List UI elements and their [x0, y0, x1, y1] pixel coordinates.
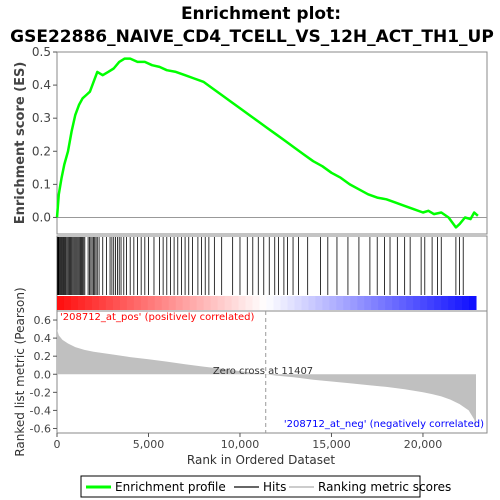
rank-color-segment [63, 296, 72, 310]
ranking-metric-area [57, 329, 476, 429]
rank-color-segment [259, 296, 268, 310]
es-y-tick-label: 0.0 [32, 210, 51, 224]
rank-color-segment [252, 296, 261, 310]
es-panel-frame [56, 51, 488, 235]
x-axis-ticks: 0 5,000 10,000 15,000 20,000 [54, 433, 443, 451]
rank-color-segment [224, 296, 233, 310]
metric-y-ticks: 0.6 0.4 0.2 0.0 -0.2 -0.4 -0.6 [30, 314, 57, 435]
rank-color-segment [294, 296, 302, 310]
x-tick-label: 10,000 [221, 438, 260, 451]
rank-color-segment [238, 296, 247, 310]
rank-color-segment [434, 296, 442, 310]
rank-color-segment [57, 296, 65, 310]
rank-color-segment [266, 296, 274, 310]
rank-color-segment [378, 296, 386, 310]
rank-color-segment [273, 296, 281, 310]
negative-correlation-label: '208712_at_neg' (negatively correlated) [284, 419, 484, 430]
metric-y-axis-label: Ranked list metric (Pearson) [13, 287, 27, 456]
rank-color-segment [455, 296, 463, 310]
rank-color-segment [406, 296, 414, 310]
rank-color-segment [427, 296, 435, 310]
metric-y-tick-label: 0.6 [34, 314, 52, 327]
es-y-tick-label: 0.2 [32, 144, 51, 158]
rank-color-segment [196, 296, 205, 310]
metric-y-tick-label: -0.4 [30, 404, 51, 417]
rank-color-segment [343, 296, 351, 310]
hits-marks [56, 237, 464, 295]
rank-color-segment [357, 296, 365, 310]
rank-color-segment [308, 296, 316, 310]
rank-color-segment [98, 296, 107, 310]
es-y-tick-label: 0.3 [32, 111, 51, 125]
rank-color-segment [70, 296, 79, 310]
rank-color-bar [57, 296, 477, 310]
rank-color-segment [105, 296, 114, 310]
rank-color-segment [77, 296, 86, 310]
rank-color-segment [469, 296, 477, 310]
rank-color-segment [140, 296, 149, 310]
rank-color-segment [413, 296, 421, 310]
rank-color-segment [126, 296, 135, 310]
rank-color-segment [448, 296, 456, 310]
x-tick-label: 15,000 [312, 438, 351, 451]
metric-y-tick-label: -0.6 [30, 422, 51, 435]
metric-y-tick-label: 0.4 [34, 332, 52, 345]
rank-color-segment [203, 296, 212, 310]
x-tick-label: 5,000 [133, 438, 165, 451]
rank-color-segment [399, 296, 407, 310]
rank-color-segment [322, 296, 330, 310]
rank-color-segment [371, 296, 379, 310]
rank-color-segment [336, 296, 344, 310]
metric-y-tick-label: 0.2 [34, 350, 52, 363]
rank-color-segment [280, 296, 288, 310]
rank-color-segment [161, 296, 170, 310]
rank-color-segment [385, 296, 393, 310]
es-y-tick-label: 0.5 [32, 45, 51, 59]
rank-color-segment [112, 296, 121, 310]
rank-color-segment [189, 296, 198, 310]
es-y-tick-label: 0.4 [32, 78, 51, 92]
metric-y-tick-label: 0.0 [34, 368, 52, 381]
rank-color-segment [168, 296, 177, 310]
es-y-ticks: 0.0 0.1 0.2 0.3 0.4 0.5 [32, 45, 57, 224]
rank-color-segment [154, 296, 163, 310]
x-tick-label: 20,000 [404, 438, 443, 451]
enrichment-profile-line [55, 57, 479, 229]
es-y-axis-label: Enrichment score (ES) [13, 62, 28, 225]
rank-color-segment [315, 296, 323, 310]
rank-color-segment [364, 296, 372, 310]
rank-color-segment [84, 296, 93, 310]
rank-color-segment [133, 296, 142, 310]
rank-color-segment [420, 296, 428, 310]
rank-color-segment [175, 296, 184, 310]
rank-color-segment [392, 296, 400, 310]
rank-color-segment [231, 296, 240, 310]
x-tick-label: 0 [54, 438, 61, 451]
rank-color-segment [350, 296, 358, 310]
rank-color-segment [287, 296, 295, 310]
rank-color-segment [182, 296, 191, 310]
rank-color-segment [301, 296, 309, 310]
rank-color-segment [441, 296, 449, 310]
legend-enrichment-label: Enrichment profile [115, 480, 226, 494]
rank-color-segment [210, 296, 219, 310]
rank-color-segment [329, 296, 337, 310]
metric-y-tick-label: -0.2 [30, 386, 51, 399]
rank-color-segment [119, 296, 128, 310]
es-y-tick-label: 0.1 [32, 177, 51, 191]
rank-color-segment [147, 296, 156, 310]
chart-title-line1: Enrichment plot: [181, 4, 341, 24]
zero-cross-label: Zero cross at 11407 [213, 366, 313, 377]
x-axis-label: Rank in Ordered Dataset [187, 453, 335, 467]
chart-title-line2: GSE22886_NAIVE_CD4_TCELL_VS_12H_ACT_TH1_… [10, 27, 494, 47]
rank-color-segment [217, 296, 226, 310]
legend-metric-label: Ranking metric scores [318, 480, 451, 494]
positive-correlation-label: '208712_at_pos' (positively correlated) [60, 312, 254, 323]
legend-hits-label: Hits [263, 480, 286, 494]
rank-color-segment [462, 296, 470, 310]
rank-color-segment [91, 296, 100, 310]
rank-color-segment [245, 296, 254, 310]
